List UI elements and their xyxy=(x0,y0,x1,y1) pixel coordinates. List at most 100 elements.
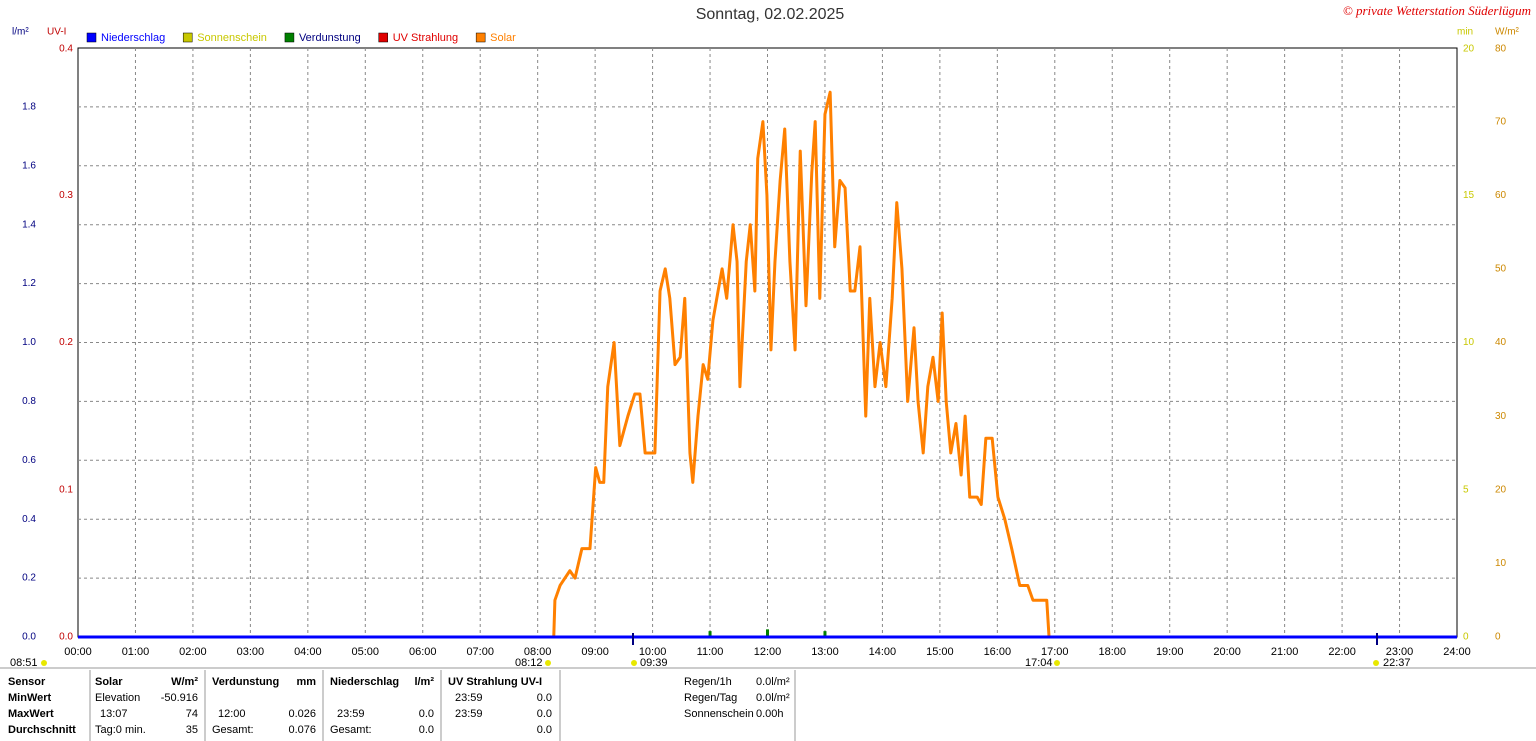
axis-label: W/m² xyxy=(1495,27,1520,38)
table-cell: l/m² xyxy=(414,676,434,688)
y-tick-label: 20 xyxy=(1495,484,1507,495)
y-tick-label: 10 xyxy=(1495,558,1507,569)
legend-swatch xyxy=(475,32,486,43)
table-cell: 12:00 xyxy=(218,708,246,720)
table-cell: mm xyxy=(296,676,316,688)
table-cell: -50.916 xyxy=(161,692,198,704)
series-line xyxy=(552,90,1051,638)
x-tick-label: 12:00 xyxy=(754,646,782,658)
legend-label: UV Strahlung xyxy=(393,32,458,44)
x-tick-label: 09:00 xyxy=(581,646,609,658)
x-tick-label: 23:00 xyxy=(1386,646,1414,658)
y-tick-label: 10 xyxy=(1463,337,1475,348)
sun-dot xyxy=(1373,660,1379,666)
y-tick-label: 1.4 xyxy=(22,219,36,230)
table-cell: UV Strahlung UV-I xyxy=(448,676,542,688)
table-cell: 0.0l/m² xyxy=(756,676,790,688)
x-tick-label: 13:00 xyxy=(811,646,839,658)
table-cell: 23:59 xyxy=(455,708,483,720)
table-cell: 0.0 xyxy=(537,692,552,704)
sun-dot xyxy=(41,660,47,666)
y-tick-label: 0.8 xyxy=(22,396,36,407)
legend-swatch xyxy=(284,32,295,43)
x-tick-label: 04:00 xyxy=(294,646,322,658)
table-cell: Gesamt: xyxy=(212,724,254,736)
x-tick-label: 07:00 xyxy=(466,646,494,658)
y-tick-label: 0.2 xyxy=(59,337,73,348)
table-cell: Elevation xyxy=(95,692,140,704)
table-cell: 23:59 xyxy=(455,692,483,704)
y-tick-label: 0.0 xyxy=(22,632,36,643)
x-tick-label: 06:00 xyxy=(409,646,437,658)
x-tick-label: 08:00 xyxy=(524,646,552,658)
y-tick-label: 80 xyxy=(1495,44,1507,55)
y-tick-label: 0.4 xyxy=(59,44,73,55)
annotation: 09:39 xyxy=(640,657,668,669)
table-cell: MinWert xyxy=(8,692,52,704)
sun-dot xyxy=(631,660,637,666)
y-tick-label: 0.4 xyxy=(22,514,36,525)
y-tick-label: 50 xyxy=(1495,264,1507,275)
table-cell: 23:59 xyxy=(337,708,365,720)
y-tick-label: 0.3 xyxy=(59,190,73,201)
table-cell: Gesamt: xyxy=(330,724,372,736)
y-tick-label: 70 xyxy=(1495,116,1507,127)
table-cell: 0.00h xyxy=(756,708,784,720)
table-cell: Sensor xyxy=(8,676,46,688)
y-tick-label: 30 xyxy=(1495,411,1507,422)
y-tick-label: 0 xyxy=(1495,632,1501,643)
x-tick-label: 00:00 xyxy=(64,646,92,658)
annotation: 08:51 xyxy=(10,657,38,669)
annotation: 22:37 xyxy=(1383,657,1411,669)
x-tick-label: 03:00 xyxy=(237,646,265,658)
legend-swatch xyxy=(378,32,388,43)
x-tick-label: 24:00 xyxy=(1443,646,1471,658)
annotation: 17:04 xyxy=(1025,657,1053,669)
table-cell: 0.0 xyxy=(537,724,552,736)
legend-label: Niederschlag xyxy=(101,32,165,44)
x-tick-label: 17:00 xyxy=(1041,646,1069,658)
y-tick-label: 1.6 xyxy=(22,160,36,171)
y-tick-label: 40 xyxy=(1495,337,1507,348)
table-cell: 74 xyxy=(186,708,198,720)
table-cell: Regen/Tag xyxy=(684,692,737,704)
x-tick-label: 15:00 xyxy=(926,646,954,658)
y-tick-label: 0.1 xyxy=(59,484,73,495)
x-tick-label: 20:00 xyxy=(1213,646,1241,658)
annotation: 08:12 xyxy=(515,657,543,669)
x-tick-label: 18:00 xyxy=(1098,646,1126,658)
y-tick-label: 15 xyxy=(1463,190,1475,201)
x-tick-label: 10:00 xyxy=(639,646,667,658)
table-cell: 0.0l/m² xyxy=(756,692,790,704)
table-cell: 35 xyxy=(186,724,198,736)
table-cell: Tag:0 min. xyxy=(95,724,146,736)
x-tick-label: 21:00 xyxy=(1271,646,1299,658)
legend-label: Solar xyxy=(490,32,516,44)
table-cell: 0.026 xyxy=(288,708,316,720)
table-cell: Durchschnitt xyxy=(8,724,76,736)
table-cell: 13:07 xyxy=(100,708,128,720)
sun-dot xyxy=(1054,660,1060,666)
table-cell: Sonnenschein xyxy=(684,708,754,720)
table-cell: 0.0 xyxy=(419,708,434,720)
table-cell: Regen/1h xyxy=(684,676,732,688)
y-tick-label: 20 xyxy=(1463,44,1475,55)
table-cell: Niederschlag xyxy=(330,676,399,688)
legend-swatch xyxy=(86,32,97,43)
table-cell: Solar xyxy=(95,676,123,688)
copyright: © private Wetterstation Süderlügum xyxy=(1343,3,1531,18)
y-tick-label: 1.2 xyxy=(22,278,36,289)
legend-label: Sonnenschein xyxy=(197,32,267,44)
x-tick-label: 16:00 xyxy=(984,646,1012,658)
x-tick-label: 05:00 xyxy=(352,646,380,658)
y-tick-label: 0.6 xyxy=(22,455,36,466)
y-tick-label: 0.0 xyxy=(59,632,73,643)
table-cell: MaxWert xyxy=(8,708,54,720)
y-tick-label: 5 xyxy=(1463,484,1469,495)
table-cell: W/m² xyxy=(171,676,198,688)
table-cell: 0.0 xyxy=(537,708,552,720)
axis-label: l/m² xyxy=(12,27,29,38)
legend-swatch xyxy=(182,32,193,43)
